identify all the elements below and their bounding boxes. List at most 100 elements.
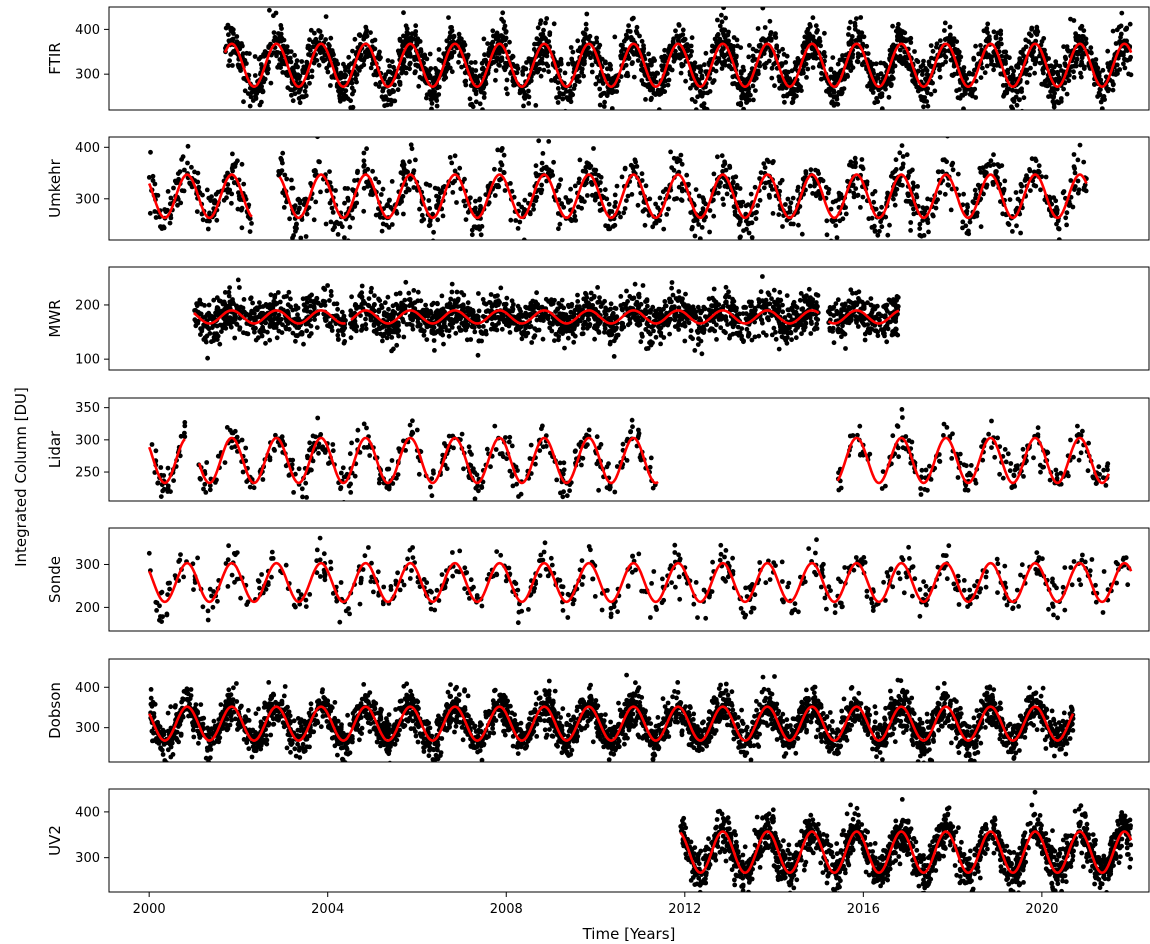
- data-point: [1100, 67, 1106, 73]
- data-point: [835, 61, 841, 67]
- data-point: [405, 186, 411, 192]
- data-point: [802, 34, 808, 40]
- data-point: [751, 97, 756, 103]
- data-point: [879, 224, 885, 230]
- data-point: [1082, 64, 1087, 70]
- data-point: [673, 28, 678, 34]
- data-point: [175, 202, 180, 208]
- data-point: [847, 162, 852, 168]
- data-point: [389, 59, 395, 64]
- data-point: [407, 46, 413, 52]
- data-point: [1051, 195, 1057, 201]
- data-point: [1011, 97, 1017, 103]
- data-point: [711, 78, 717, 83]
- data-point: [897, 36, 903, 41]
- data-point: [879, 248, 884, 253]
- data-point: [676, 23, 682, 28]
- data-point: [872, 228, 878, 234]
- data-point: [767, 18, 773, 24]
- data-point: [716, 56, 722, 61]
- data-point: [675, 34, 681, 40]
- data-point: [379, 228, 385, 234]
- data-point: [413, 29, 419, 34]
- data-point: [1033, 158, 1039, 164]
- data-point: [860, 194, 866, 200]
- data-point: [1114, 62, 1120, 68]
- data-point: [340, 245, 345, 250]
- data-point: [185, 143, 191, 149]
- data-point: [999, 41, 1004, 47]
- data-point: [289, 177, 294, 183]
- data-point: [699, 93, 705, 99]
- data-point: [908, 228, 913, 233]
- data-point: [810, 15, 816, 21]
- data-point: [486, 50, 491, 56]
- data-point: [662, 59, 668, 64]
- data-point: [319, 49, 325, 55]
- data-point: [872, 223, 877, 229]
- data-point: [1072, 184, 1078, 189]
- data-point: [306, 52, 311, 57]
- data-point: [1019, 183, 1025, 189]
- data-point: [933, 205, 939, 211]
- data-point: [258, 62, 264, 67]
- data-point: [536, 138, 542, 144]
- data-point: [749, 235, 755, 240]
- data-point: [559, 297, 565, 303]
- data-point: [597, 102, 603, 108]
- data-point: [285, 85, 291, 91]
- data-point: [250, 300, 256, 306]
- data-point: [1074, 56, 1080, 62]
- data-point: [434, 203, 439, 209]
- data-point: [961, 65, 967, 70]
- data-point: [323, 221, 329, 227]
- data-point: [577, 45, 583, 51]
- data-point: [998, 36, 1004, 42]
- data-point: [502, 67, 508, 73]
- data-point: [900, 164, 906, 170]
- data-point: [1054, 205, 1059, 210]
- data-point: [580, 325, 586, 331]
- data-point: [539, 182, 544, 188]
- data-point: [1013, 88, 1019, 94]
- data-point: [850, 182, 856, 188]
- data-point: [719, 60, 725, 65]
- data-point: [852, 155, 858, 161]
- data-point: [386, 89, 392, 94]
- data-point: [679, 61, 684, 67]
- data-point: [343, 68, 348, 73]
- data-point: [416, 83, 422, 89]
- data-point: [1077, 142, 1083, 148]
- data-point: [441, 51, 447, 57]
- data-point: [1032, 70, 1037, 76]
- data-point: [1066, 78, 1072, 84]
- data-point: [879, 106, 885, 110]
- data-point: [655, 71, 661, 76]
- data-point: [165, 207, 170, 213]
- data-point: [782, 99, 787, 105]
- data-point: [569, 91, 575, 97]
- data-point: [900, 154, 906, 159]
- data-point: [493, 68, 499, 73]
- data-point: [1029, 53, 1035, 59]
- data-point: [961, 106, 966, 110]
- data-point: [978, 169, 984, 175]
- data-point: [376, 179, 382, 185]
- data-point: [689, 97, 695, 102]
- data-point: [679, 161, 685, 167]
- data-point: [850, 54, 855, 60]
- data-point: [604, 66, 610, 72]
- data-point: [947, 24, 953, 30]
- data-point: [984, 54, 990, 60]
- data-point: [278, 170, 283, 176]
- data-point: [937, 74, 943, 80]
- data-point: [742, 80, 748, 86]
- data-point: [477, 101, 483, 107]
- data-point: [418, 49, 424, 54]
- data-point: [557, 68, 563, 73]
- data-point: [451, 33, 457, 39]
- data-point: [846, 32, 851, 37]
- data-point: [415, 36, 421, 42]
- data-point: [702, 62, 707, 68]
- data-point: [328, 83, 333, 88]
